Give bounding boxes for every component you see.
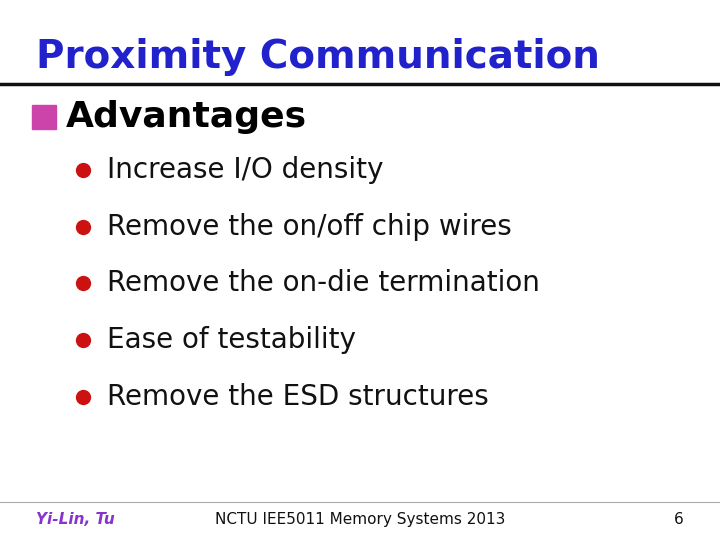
Text: Advantages: Advantages [66,100,307,133]
Text: Yi-Lin, Tu: Yi-Lin, Tu [36,512,114,527]
Text: NCTU IEE5011 Memory Systems 2013: NCTU IEE5011 Memory Systems 2013 [215,512,505,527]
Bar [32,105,56,129]
Text: 6: 6 [674,512,684,527]
Text: Remove the ESD structures: Remove the ESD structures [107,383,488,411]
Text: Remove the on/off chip wires: Remove the on/off chip wires [107,213,511,241]
Text: Remove the on-die termination: Remove the on-die termination [107,269,539,298]
Text: Increase I/O density: Increase I/O density [107,156,383,184]
Text: Ease of testability: Ease of testability [107,326,356,354]
Text: Proximity Communication: Proximity Communication [36,38,600,76]
